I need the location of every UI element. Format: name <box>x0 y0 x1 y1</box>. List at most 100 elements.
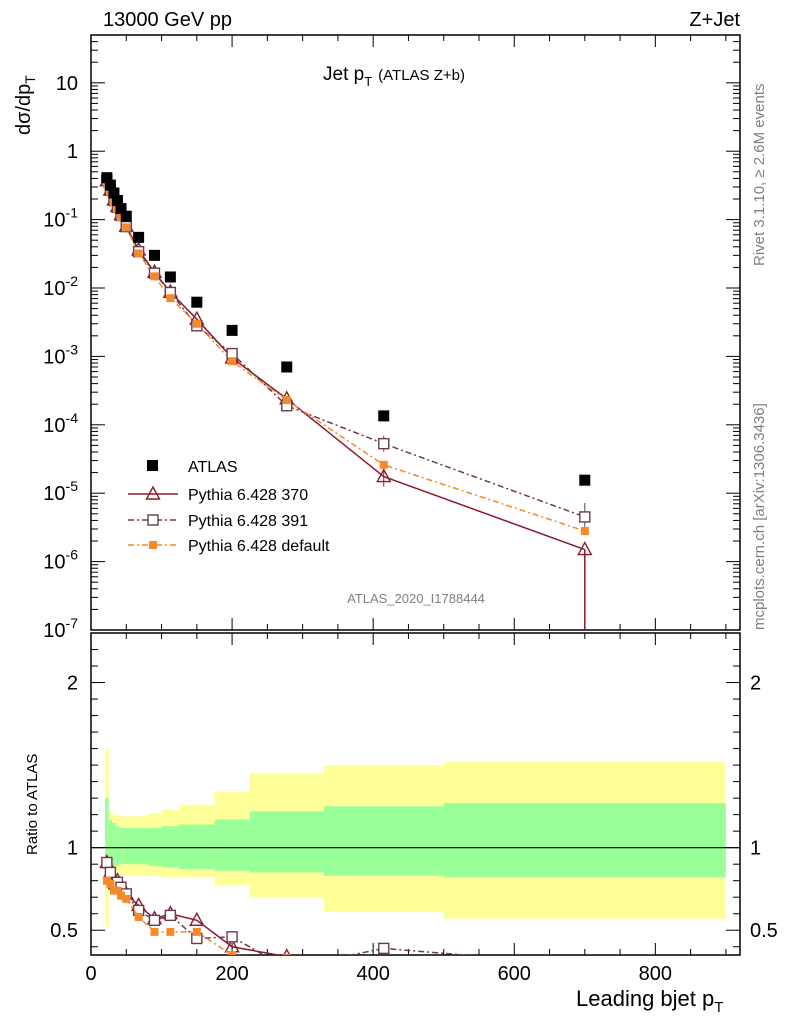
series-3-point-10 <box>228 357 237 366</box>
legend-default-marker <box>149 541 157 549</box>
ratio-tick-label-left-1: 1 <box>67 838 78 860</box>
ratio-tick-label-left-2: 2 <box>67 673 78 695</box>
x-tick-label-0: 0 <box>85 963 96 985</box>
ratio-3-point-5 <box>122 894 131 903</box>
x-axis-label: Leading bjet pT <box>576 986 723 1016</box>
series-2-point-13 <box>579 511 591 523</box>
series-1-point-13 <box>577 541 593 556</box>
green-band-11 <box>249 811 324 873</box>
ratio-2-point-8 <box>164 909 177 922</box>
main-plot-frame <box>90 34 741 631</box>
ratio-tick-label-right-0.5: 0.5 <box>750 920 778 942</box>
legend-atlas-label: ATLAS <box>188 459 238 476</box>
plot-title: Jet pT (ATLAS Z+b) <box>323 64 465 89</box>
ratio-y-label: Ratio to ATLAS <box>24 754 41 855</box>
analysis-id: ATLAS_2020_I1788444 <box>347 591 485 606</box>
ratio-2-point-0 <box>101 856 113 869</box>
series-3-point-9 <box>192 319 201 328</box>
y-tick-label-0: 1 <box>67 141 78 163</box>
atlas-point-0 <box>101 172 113 184</box>
ratio-line-3 <box>106 880 245 955</box>
series-2-point-10 <box>226 347 238 360</box>
legend-391-marker <box>147 514 159 526</box>
green-band-4 <box>119 827 123 865</box>
legend-370-label: Pythia 6.428 370 <box>188 487 308 504</box>
x-tick-label-600: 600 <box>498 963 531 985</box>
ratio-3-point-3 <box>113 886 122 895</box>
atlas-point-2 <box>108 187 120 199</box>
energy-label: 13000 GeV pp <box>103 9 232 31</box>
series-3-point-5 <box>122 223 131 232</box>
y-tick-label-1: 10 <box>56 73 78 95</box>
ratio-3-point-8 <box>166 927 175 936</box>
process-label: Z+Jet <box>689 9 740 31</box>
atlas-point-1 <box>104 179 116 191</box>
y-tick-label--7: 10-7 <box>43 615 78 642</box>
ratio-tick-label-left-0.5: 0.5 <box>50 920 78 942</box>
series-3-point-8 <box>166 294 175 303</box>
series-3-point-12 <box>379 460 388 469</box>
green-band-13 <box>443 803 726 878</box>
svg-text:Jet pT(ATLAS Z+b): Jet pT (ATLAS Z+b) <box>323 64 465 89</box>
ratio-3-point-1 <box>106 879 115 888</box>
atlas-point-4 <box>115 203 127 215</box>
ratio-plot-frame <box>90 632 741 956</box>
ratio-3-point-11 <box>282 954 291 955</box>
atlas-point-6 <box>133 231 145 243</box>
series-1-point-12 <box>376 468 392 483</box>
green-band-9 <box>179 824 215 870</box>
green-band-1 <box>108 819 113 871</box>
atlas-point-8 <box>164 271 176 283</box>
green-band-7 <box>147 827 162 866</box>
green-band-0 <box>105 798 109 871</box>
svg-text:dσ/dpT: dσ/dpT <box>13 75 38 135</box>
series-line-1 <box>106 180 586 551</box>
ratio-tick-label-right-2: 2 <box>750 673 761 695</box>
series-line-3 <box>106 183 586 532</box>
series-3-point-7 <box>150 272 159 281</box>
series-3-point-13 <box>580 527 589 536</box>
atlas-point-10 <box>226 324 238 336</box>
legend-atlas-marker <box>147 460 158 471</box>
x-tick-label-800: 800 <box>639 963 672 985</box>
atlas-point-11 <box>281 361 293 373</box>
atlas-point-9 <box>191 296 203 308</box>
series-2-point-12 <box>378 437 390 450</box>
atlas-point-3 <box>111 195 123 207</box>
ratio-2-point-7 <box>148 914 161 927</box>
ratio-series-group <box>99 854 474 955</box>
series-line-2 <box>106 180 586 518</box>
ratio-3-point-9 <box>192 927 201 936</box>
mcplots-label: mcplots.cern.ch [arXiv:1306.3436] <box>751 403 768 630</box>
green-band-10 <box>214 819 250 871</box>
green-band-5 <box>122 827 130 865</box>
x-tick-label-200: 200 <box>215 963 248 985</box>
green-band-12 <box>323 806 444 876</box>
legend-370-marker <box>145 485 161 500</box>
legend-391-label: Pythia 6.428 391 <box>188 513 308 530</box>
green-band-8 <box>161 826 180 868</box>
atlas-point-5 <box>120 210 132 222</box>
ratio-2-point-12 <box>378 942 390 955</box>
y-tick-label--4: 10-4 <box>43 410 78 437</box>
ratio-3-point-7 <box>150 927 159 936</box>
atlas-point-13 <box>579 474 591 486</box>
svg-text:Leading bjet pT: Leading bjet pT <box>576 986 723 1016</box>
ratio-3-point-10 <box>228 951 237 955</box>
legend-default-label: Pythia 6.428 default <box>188 538 330 555</box>
y-tick-label--3: 10-3 <box>43 341 78 368</box>
y-tick-label--2: 10-2 <box>43 273 78 300</box>
green-band-2 <box>112 822 116 870</box>
series-3-point-11 <box>282 396 291 405</box>
ratio-1-point-9 <box>189 911 205 927</box>
ratio-2-point-1 <box>104 866 117 879</box>
atlas-point-12 <box>378 410 390 422</box>
y-tick-label--6: 10-6 <box>43 547 78 574</box>
x-tick-label-400: 400 <box>356 963 389 985</box>
ratio-3-point-4 <box>116 891 125 900</box>
rivet-label: Rivet 3.1.10, ≥ 2.6M events <box>751 84 768 267</box>
green-band-6 <box>129 827 148 865</box>
y-tick-label--5: 10-5 <box>43 478 78 505</box>
legend: ATLAS Pythia 6.428 370 Pythia 6.428 391 … <box>128 459 330 555</box>
